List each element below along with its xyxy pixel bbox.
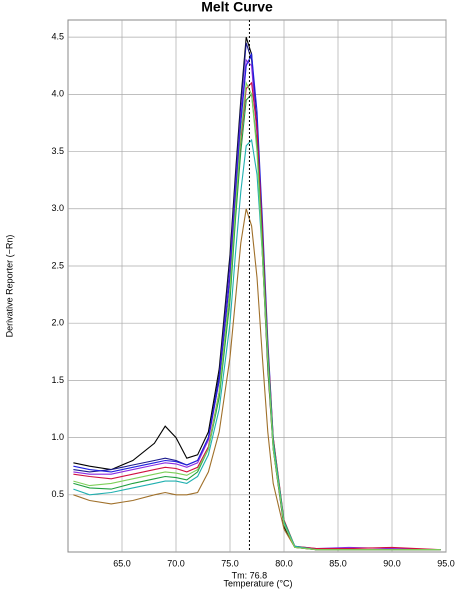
y-axis-label: Derivative Reporter (−Rn) [4,235,14,338]
y-tick-label: 4.5 [51,32,64,42]
chart-title: Melt Curve [201,0,273,15]
x-axis-label: Temperature (°C) [223,578,292,588]
x-tick-label: 85.0 [329,558,347,568]
melt-curve [73,80,441,551]
y-tick-label: 2.0 [51,318,64,328]
y-tick-label: 3.5 [51,146,64,156]
y-tick-label: 1.0 [51,432,64,442]
x-tick-label: 80.0 [275,558,293,568]
x-tick-label: 90.0 [383,558,401,568]
y-tick-label: 1.5 [51,375,64,385]
y-tick-label: 0.5 [51,489,64,499]
x-tick-label: 70.0 [167,558,185,568]
tm-label: Tm: 76.8 [232,570,268,580]
y-tick-label: 3.0 [51,203,64,213]
x-tick-label: 95.0 [437,558,455,568]
y-tick-label: 2.5 [51,260,64,270]
x-tick-label: 65.0 [113,558,131,568]
y-tick-label: 4.0 [51,89,64,99]
x-tick-label: 75.0 [221,558,239,568]
plot-area [67,19,447,553]
